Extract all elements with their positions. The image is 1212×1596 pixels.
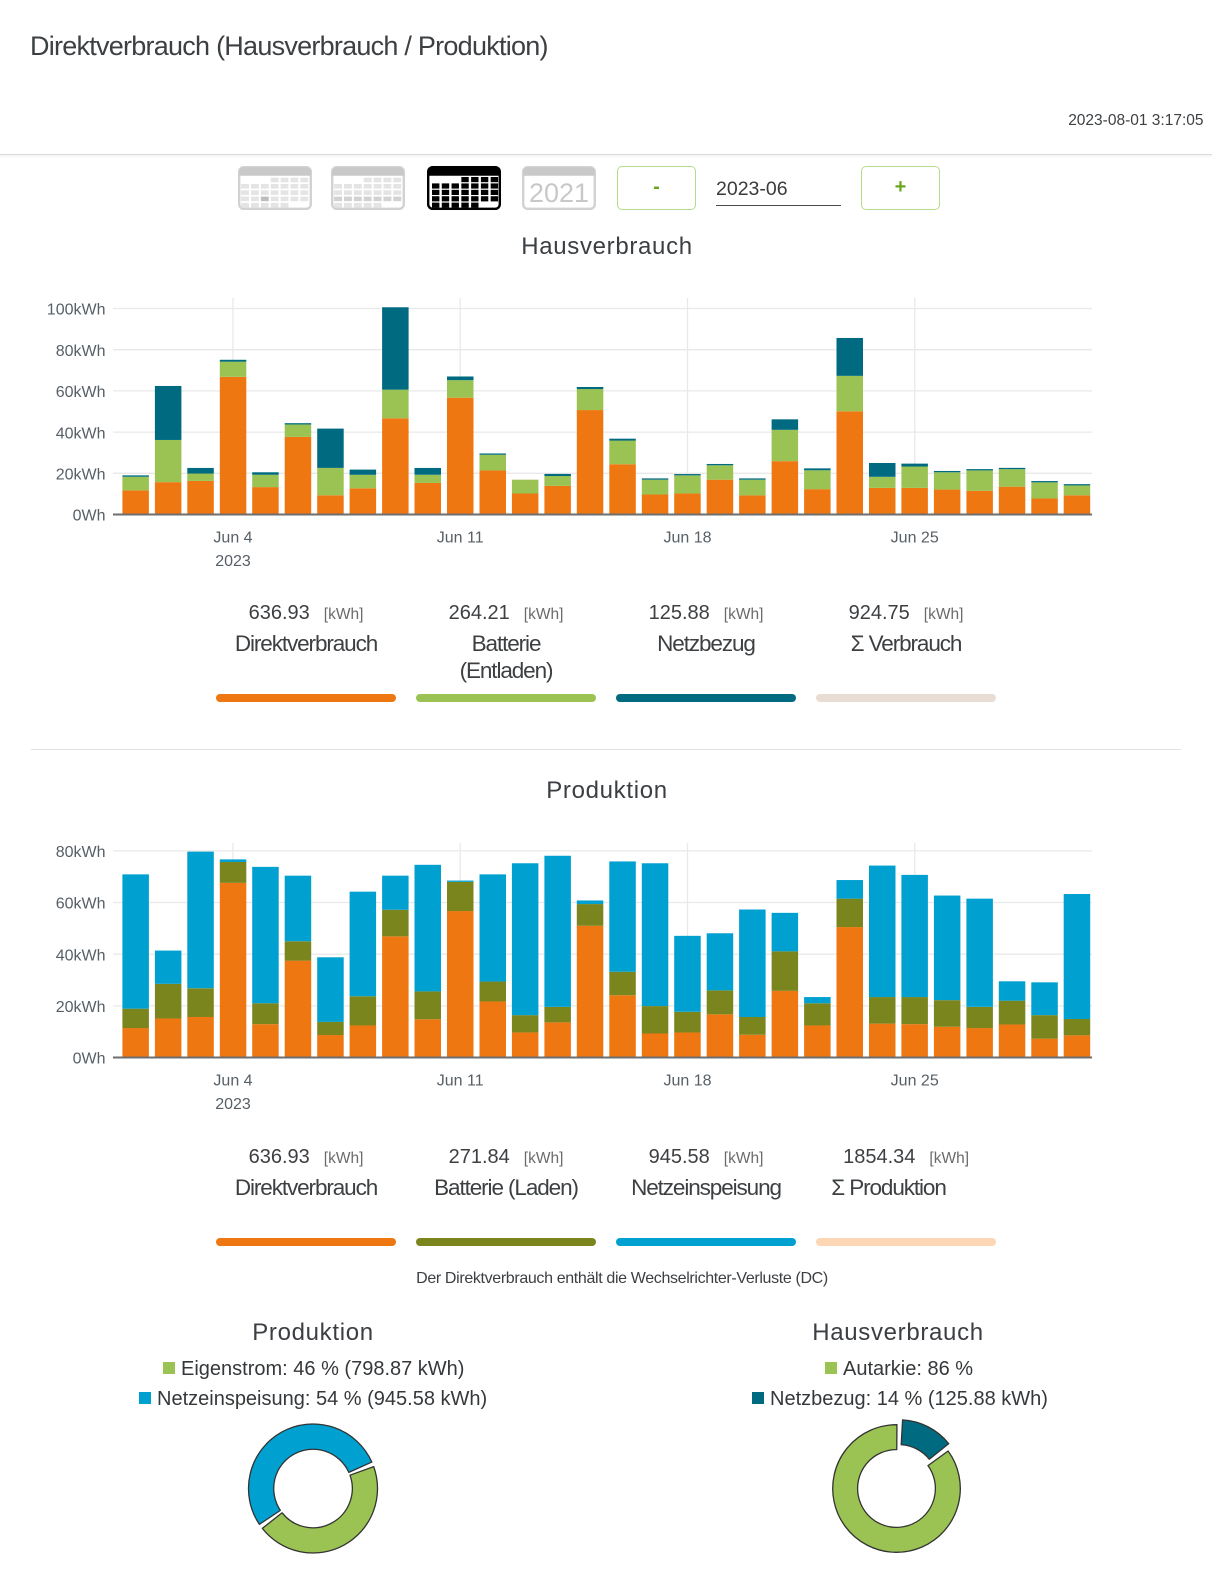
svg-text:Jun 18: Jun 18 bbox=[663, 530, 711, 547]
svg-text:80kWh: 80kWh bbox=[56, 343, 106, 360]
svg-text:Jun 4: Jun 4 bbox=[213, 530, 252, 547]
svg-text:80kWh: 80kWh bbox=[56, 844, 106, 861]
svg-text:0Wh: 0Wh bbox=[73, 508, 106, 525]
svg-text:Jun 18: Jun 18 bbox=[663, 1073, 711, 1090]
svg-text:Jun 11: Jun 11 bbox=[437, 530, 484, 547]
svg-text:2023: 2023 bbox=[215, 553, 251, 570]
svg-text:40kWh: 40kWh bbox=[56, 425, 106, 442]
svg-text:60kWh: 60kWh bbox=[56, 384, 106, 401]
svg-text:100kWh: 100kWh bbox=[47, 302, 106, 319]
svg-text:Jun 25: Jun 25 bbox=[891, 530, 939, 547]
svg-text:60kWh: 60kWh bbox=[56, 896, 106, 913]
svg-text:Jun 4: Jun 4 bbox=[213, 1073, 252, 1090]
svg-text:20kWh: 20kWh bbox=[56, 467, 106, 484]
svg-text:0Wh: 0Wh bbox=[73, 1051, 106, 1068]
svg-text:2023: 2023 bbox=[215, 1096, 251, 1113]
svg-text:Jun 25: Jun 25 bbox=[891, 1073, 939, 1090]
svg-text:Jun 11: Jun 11 bbox=[437, 1073, 484, 1090]
svg-text:20kWh: 20kWh bbox=[56, 999, 106, 1016]
svg-text:40kWh: 40kWh bbox=[56, 947, 106, 964]
svg-text:2021: 2021 bbox=[529, 178, 589, 208]
